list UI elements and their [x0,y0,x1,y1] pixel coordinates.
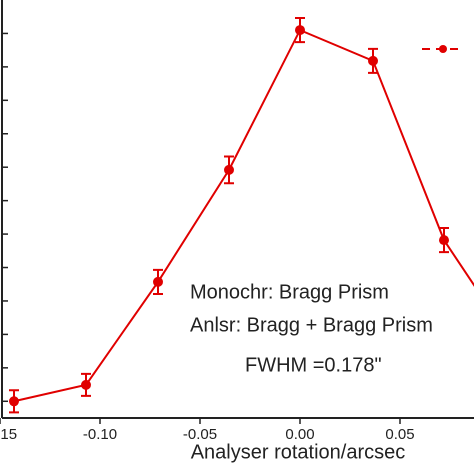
x-axis-label: Analyser rotation/arcsec [191,441,406,463]
x-tick-label: -0.10 [83,426,117,443]
x-tick-label: 0.00 [285,426,314,443]
data-point [153,276,163,287]
data-point [368,55,378,66]
data-point [224,164,234,175]
annotation: Anlsr: Bragg + Bragg Prism [190,314,433,336]
legend-glyph [422,45,464,53]
annotation: FWHM =0.178" [245,354,382,376]
annotation: Monochr: Bragg Prism [190,281,389,303]
x-tick-label: 0.05 [385,426,414,443]
data-point [81,379,91,390]
x-tick-label: -0.15 [0,426,17,443]
legend-marker [439,45,447,53]
data-point [295,25,305,36]
data-line [13,28,474,403]
data-point [439,235,449,246]
data-point [9,396,19,407]
x-tick-label: -0.05 [183,426,217,443]
